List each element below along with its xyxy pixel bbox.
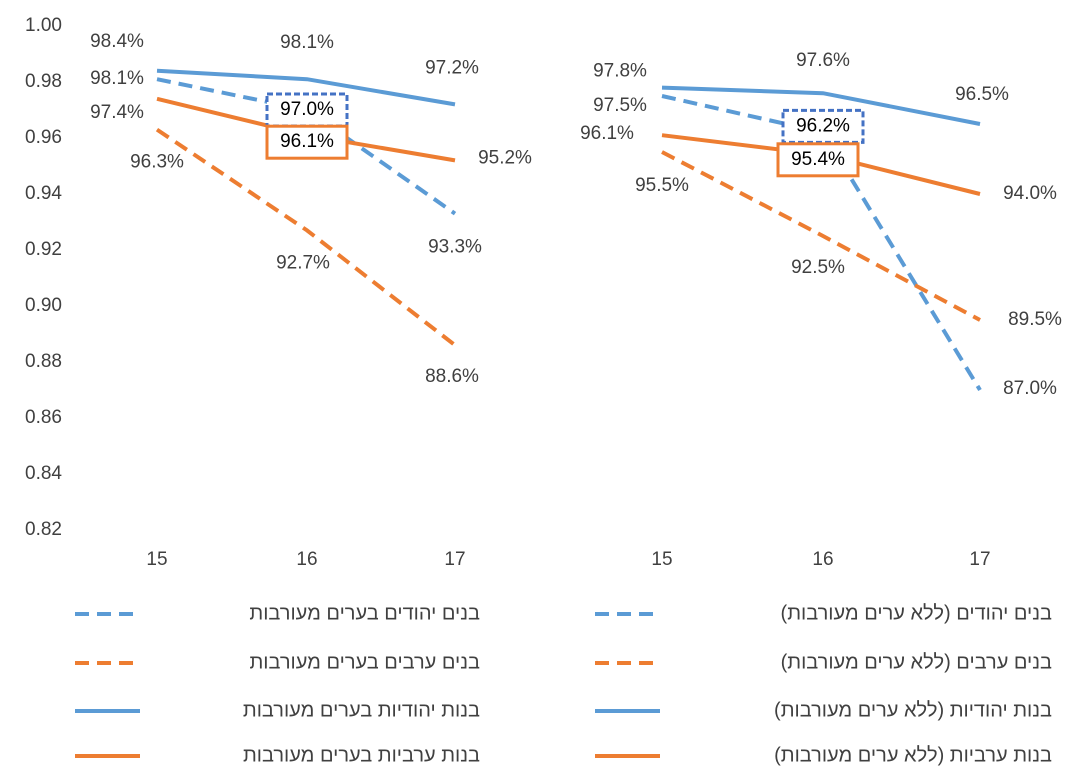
data-label: 96.1%: [280, 131, 334, 152]
data-label: 96.2%: [796, 115, 850, 136]
line: [661, 85, 981, 126]
data-label: 94.0%: [1003, 183, 1057, 204]
label-box: [265, 92, 349, 128]
legend-label: בנים ערבים (ללא ערים מעורבות): [781, 651, 1052, 673]
y-tick-label: 0.90: [25, 295, 62, 316]
legend-label: בנים יהודים בערים מעורבות: [249, 602, 480, 624]
y-tick-label: 0.96: [25, 127, 62, 148]
y-tick-label: 0.82: [25, 519, 62, 540]
y-tick-label: 0.92: [25, 239, 62, 260]
data-label: 95.4%: [791, 149, 845, 170]
data-label: 88.6%: [425, 366, 479, 387]
data-label: 93.3%: [428, 237, 482, 258]
legend-label: בנות יהודיות בערים מעורבות: [243, 699, 480, 721]
data-label: 97.4%: [90, 102, 144, 123]
data-label: 92.7%: [276, 252, 330, 273]
y-tick-label: 0.84: [25, 463, 62, 484]
data-label: 97.5%: [593, 95, 647, 116]
y-tick-label: 0.98: [25, 71, 62, 92]
data-label: 97.6%: [796, 50, 850, 71]
data-label: 98.4%: [90, 31, 144, 52]
data-label: 97.2%: [425, 57, 479, 78]
y-tick-label: 1.00: [25, 15, 62, 36]
y-tick-label: 0.86: [25, 407, 62, 428]
line: [661, 150, 981, 322]
y-tick-label: 0.94: [25, 183, 62, 204]
data-label: 98.1%: [90, 68, 144, 89]
data-label: 92.5%: [791, 257, 845, 278]
data-label: 96.5%: [955, 84, 1009, 105]
y-tick-label: 0.88: [25, 351, 62, 372]
x-tick-label: 15: [651, 549, 672, 570]
data-label: 89.5%: [1008, 309, 1062, 330]
label-box: [776, 142, 860, 178]
legend-label: בנות יהודיות (ללא ערים מעורבות): [774, 699, 1052, 721]
legend-label: בנות ערביות (ללא ערים מעורבות): [774, 744, 1052, 766]
data-label: 96.3%: [130, 152, 184, 173]
data-label: 96.1%: [580, 123, 634, 144]
data-label: 98.1%: [280, 32, 334, 53]
x-tick-label: 15: [146, 549, 167, 570]
legend-label: בנות ערביות בערים מעורבות: [243, 744, 480, 766]
x-tick-label: 16: [296, 549, 317, 570]
data-label: 95.2%: [478, 147, 532, 168]
x-tick-label: 17: [444, 549, 465, 570]
label-box: [781, 108, 865, 144]
line: [156, 77, 457, 216]
data-label: 97.0%: [280, 99, 334, 120]
data-label: 95.5%: [635, 175, 689, 196]
legend-label: בנים יהודים (ללא ערים מעורבות): [781, 602, 1052, 624]
x-tick-label: 17: [969, 549, 990, 570]
legend-label: בנים ערבים בערים מעורבות: [249, 651, 480, 673]
label-box: [265, 124, 349, 160]
data-label: 97.8%: [593, 61, 647, 82]
line: [155, 127, 457, 347]
data-label: 87.0%: [1003, 378, 1057, 399]
line: [156, 68, 456, 107]
x-tick-label: 16: [812, 549, 833, 570]
